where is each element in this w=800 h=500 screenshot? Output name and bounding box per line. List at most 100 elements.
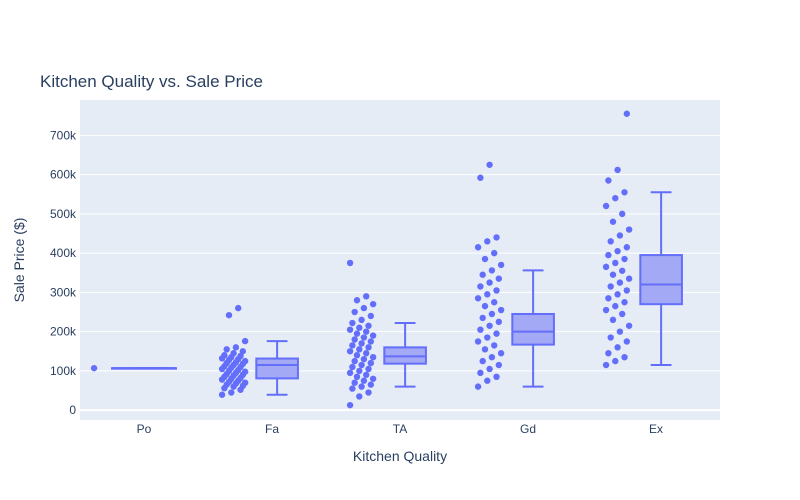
- data-point: [623, 110, 631, 117]
- data-point: [484, 377, 491, 384]
- data-point: [353, 297, 361, 304]
- data-point: [356, 367, 363, 375]
- data-point: [609, 218, 617, 225]
- data-point: [619, 210, 626, 218]
- data-point: [367, 359, 375, 367]
- data-point: [358, 361, 365, 369]
- data-point: [351, 336, 358, 343]
- data-point: [356, 346, 363, 353]
- boxes: [111, 191, 683, 396]
- data-point: [486, 365, 493, 373]
- data-point: [358, 383, 365, 390]
- data-point: [349, 385, 356, 392]
- data-point: [349, 319, 356, 327]
- data-point: [360, 355, 368, 363]
- data-point: [493, 373, 500, 381]
- data-point: [621, 255, 628, 263]
- data-point: [367, 381, 375, 388]
- data-point: [619, 310, 626, 318]
- data-point: [607, 283, 614, 290]
- data-point: [625, 322, 633, 329]
- data-point: [358, 340, 365, 347]
- data-point: [612, 357, 619, 365]
- data-point: [486, 161, 493, 168]
- data-point: [605, 177, 612, 184]
- data-point: [486, 279, 493, 286]
- data-point: [493, 330, 500, 337]
- data-point: [363, 371, 370, 379]
- data-point: [353, 373, 361, 381]
- data-point: [221, 352, 228, 359]
- data-point: [479, 314, 486, 322]
- y-tick-label: 600k: [50, 168, 77, 182]
- y-tick-labels: 0 100k 200k 300k 400k 500k 600k 700k: [50, 128, 77, 417]
- data-point: [360, 304, 368, 312]
- data-point: [484, 334, 491, 341]
- x-tick-label: TA: [393, 422, 407, 436]
- y-tick-label: 0: [69, 403, 76, 417]
- data-point: [369, 300, 377, 308]
- data-point: [497, 306, 505, 314]
- data-point: [241, 337, 249, 345]
- data-point: [353, 330, 361, 337]
- data-point: [351, 379, 358, 386]
- data-point: [623, 287, 631, 294]
- box-iqr: [639, 254, 683, 306]
- data-point: [497, 350, 505, 357]
- data-point: [358, 316, 365, 324]
- data-point: [223, 346, 230, 353]
- data-point: [360, 377, 368, 384]
- y-tick-label: 400k: [50, 246, 77, 260]
- data-point: [241, 379, 249, 386]
- y-gridlines: [80, 134, 720, 412]
- data-point: [619, 267, 626, 274]
- data-point: [481, 346, 489, 353]
- data-point: [607, 238, 614, 245]
- data-point: [616, 279, 624, 286]
- data-point: [607, 334, 614, 341]
- data-point: [614, 166, 621, 174]
- data-point: [228, 389, 235, 396]
- data-point: [356, 324, 363, 331]
- data-point: [605, 251, 612, 259]
- data-point: [349, 363, 356, 371]
- data-point: [351, 357, 358, 365]
- data-point: [488, 353, 496, 361]
- data-point: [621, 189, 628, 196]
- data-point: [346, 326, 354, 333]
- data-point: [605, 295, 612, 302]
- data-point: [369, 375, 377, 382]
- data-point: [346, 259, 354, 267]
- data-point: [360, 334, 368, 341]
- data-point: [346, 401, 354, 409]
- data-point: [486, 322, 493, 329]
- data-point: [609, 271, 617, 278]
- data-point: [491, 249, 498, 257]
- data-point: [365, 365, 372, 373]
- data-point: [621, 353, 628, 361]
- chart-title: Kitchen Quality vs. Sale Price: [40, 72, 263, 91]
- data-point: [477, 174, 484, 181]
- data-point: [365, 344, 372, 351]
- data-point: [232, 344, 240, 351]
- data-point: [491, 342, 498, 349]
- data-point: [623, 244, 631, 251]
- data-point: [495, 275, 503, 282]
- data-point: [479, 357, 486, 365]
- data-point: [481, 255, 489, 263]
- x-tick-labels: Po Fa TA Gd Ex: [137, 422, 663, 436]
- x-tick-label: Po: [137, 422, 152, 436]
- data-point: [474, 338, 482, 345]
- data-point: [479, 271, 486, 278]
- data-point: [230, 350, 237, 357]
- data-point: [493, 287, 500, 294]
- data-point: [614, 344, 621, 351]
- y-tick-label: 500k: [50, 207, 77, 221]
- data-point: [621, 299, 628, 306]
- data-point: [484, 238, 491, 245]
- y-axis-title: Sale Price ($): [11, 218, 27, 303]
- data-point: [491, 299, 498, 306]
- data-point: [239, 348, 247, 355]
- data-point: [241, 357, 249, 365]
- data-point: [602, 202, 610, 210]
